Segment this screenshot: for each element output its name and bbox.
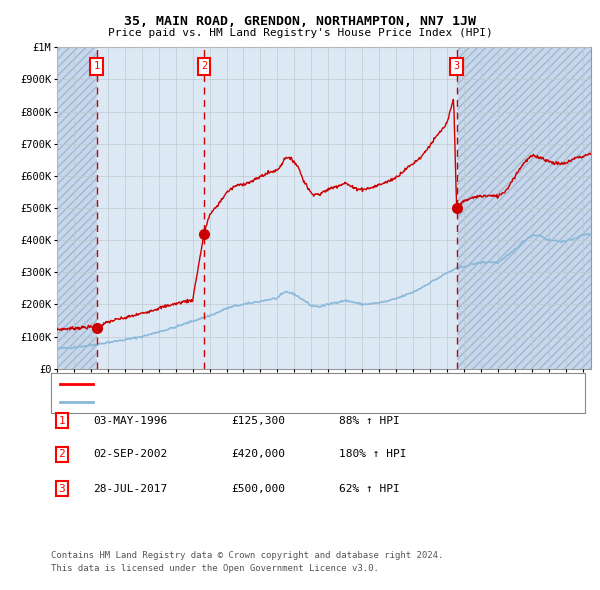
Bar [457, 47, 591, 369]
Text: 35, MAIN ROAD, GRENDON, NORTHAMPTON, NN7 1JW: 35, MAIN ROAD, GRENDON, NORTHAMPTON, NN7… [124, 15, 476, 28]
Bar [57, 47, 97, 369]
Text: 35, MAIN ROAD, GRENDON, NORTHAMPTON, NN7 1JW (detached house): 35, MAIN ROAD, GRENDON, NORTHAMPTON, NN7… [99, 379, 457, 389]
Bar [97, 47, 204, 369]
Text: 2: 2 [201, 61, 207, 71]
Text: HPI: Average price, detached house, North Northamptonshire: HPI: Average price, detached house, Nort… [99, 396, 440, 407]
Text: 3: 3 [454, 61, 460, 71]
Text: 1: 1 [58, 416, 65, 425]
Bar [57, 47, 97, 369]
Text: 02-SEP-2002: 02-SEP-2002 [93, 450, 167, 459]
Text: 28-JUL-2017: 28-JUL-2017 [93, 484, 167, 493]
Text: 03-MAY-1996: 03-MAY-1996 [93, 416, 167, 425]
Text: £500,000: £500,000 [231, 484, 285, 493]
Text: £420,000: £420,000 [231, 450, 285, 459]
Text: 88% ↑ HPI: 88% ↑ HPI [339, 416, 400, 425]
Text: Price paid vs. HM Land Registry's House Price Index (HPI): Price paid vs. HM Land Registry's House … [107, 28, 493, 38]
Text: This data is licensed under the Open Government Licence v3.0.: This data is licensed under the Open Gov… [51, 563, 379, 572]
Text: 3: 3 [58, 484, 65, 493]
Text: 180% ↑ HPI: 180% ↑ HPI [339, 450, 407, 459]
Text: 2: 2 [58, 450, 65, 459]
Text: 1: 1 [94, 61, 100, 71]
Text: Contains HM Land Registry data © Crown copyright and database right 2024.: Contains HM Land Registry data © Crown c… [51, 550, 443, 559]
Text: 62% ↑ HPI: 62% ↑ HPI [339, 484, 400, 493]
Bar [204, 47, 457, 369]
Bar [457, 47, 591, 369]
Text: £125,300: £125,300 [231, 416, 285, 425]
